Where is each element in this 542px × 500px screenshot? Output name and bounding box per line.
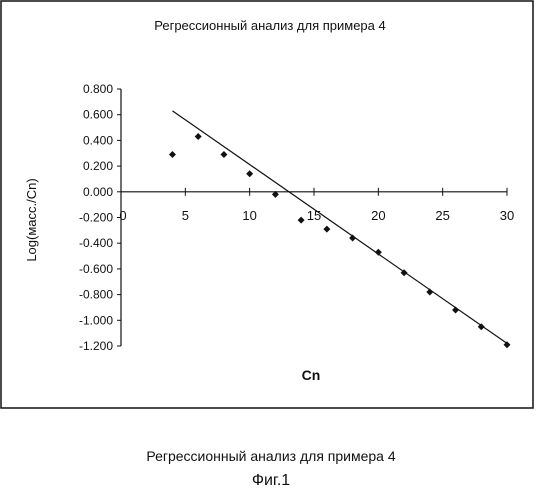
y-tick-label: 0.000 [83, 185, 113, 199]
y-tick-label: -1.200 [79, 339, 113, 353]
plot-area: 0.800 0.600 0.400 0.200 0.000 -0.200 -0.400 -0.… [79, 82, 514, 353]
y-tick-label: -0.600 [79, 262, 113, 276]
x-axis-label: Cn [302, 367, 321, 383]
trend-line [172, 110, 508, 344]
data-point [271, 190, 279, 198]
x-tick-label: 5 [182, 208, 189, 223]
data-point [220, 151, 228, 159]
data-point [477, 323, 485, 331]
data-point [323, 225, 331, 233]
x-tick-label: 0 [119, 208, 126, 223]
x-tick-label: 10 [242, 208, 256, 223]
figure-label: Фиг.1 [251, 472, 291, 489]
data-point [426, 288, 434, 296]
y-axis-label: Log(масс./Cn) [24, 178, 39, 261]
y-tick-label: -0.200 [79, 211, 113, 225]
data-point [297, 216, 305, 224]
data-point [400, 269, 408, 277]
chart-frame [0, 0, 534, 409]
data-point [168, 151, 176, 159]
caption-title: Регрессионный анализ для примера 4 [146, 448, 396, 464]
x-tick-label: 15 [307, 208, 321, 223]
y-tick-label: 0.600 [83, 108, 113, 122]
data-point [452, 306, 460, 314]
y-tick-label: -0.400 [79, 236, 113, 250]
x-tick-label: 20 [371, 208, 385, 223]
data-point [503, 341, 511, 349]
y-tick-label: 0.800 [83, 82, 113, 96]
y-tick-label: -1.000 [79, 313, 113, 327]
data-point [194, 133, 202, 141]
y-tick-label: 0.200 [83, 159, 113, 173]
data-point [374, 248, 382, 256]
y-tick-label: 0.400 [83, 133, 113, 147]
data-point [349, 234, 357, 242]
y-tick-label: -0.800 [79, 288, 113, 302]
x-tick-label: 30 [500, 208, 514, 223]
data-point [246, 170, 254, 178]
x-tick-label: 25 [435, 208, 449, 223]
chart-title: Регрессионный анализ для примера 4 [154, 18, 385, 33]
